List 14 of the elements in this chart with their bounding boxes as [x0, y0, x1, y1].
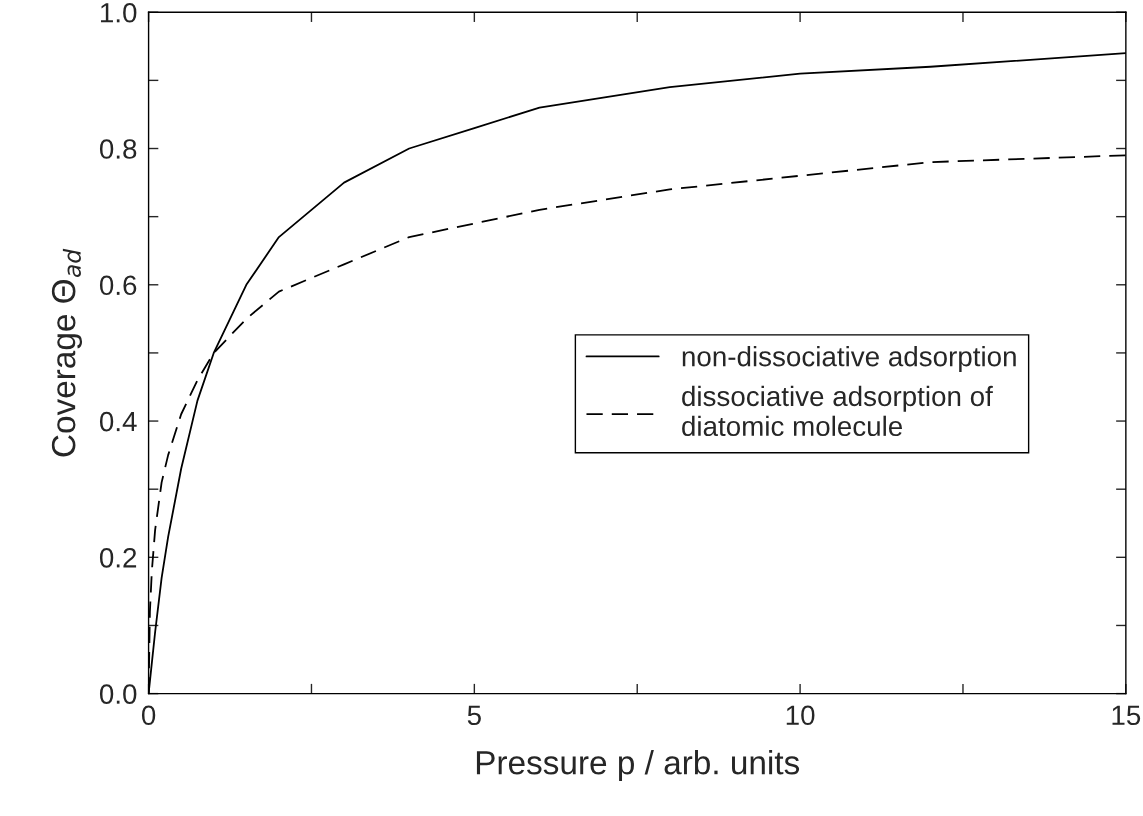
y-tick-label: 0.6	[99, 275, 137, 296]
legend-label: dissociative adsorption of diatomic molecule	[682, 385, 993, 437]
x-tick-label: 0	[141, 705, 156, 726]
x-tick-label: 15	[1112, 705, 1141, 726]
y-tick-label: 0.8	[99, 139, 137, 159]
x-tick-label: 5	[467, 705, 481, 726]
y-tick-label: 0.2	[99, 548, 137, 568]
y-tick-label: 0.0	[99, 684, 137, 704]
x-axis-title: Pressure p / arb. units	[476, 750, 800, 782]
x-tick-label: 10	[786, 705, 815, 726]
legend-label: non-dissociative adsorption	[682, 346, 1016, 372]
y-tick-label: 1.0	[100, 2, 137, 23]
y-tick-label: 0.4	[99, 411, 137, 432]
y-axis-title: Coverage Θ$_{ad}$	[51, 248, 83, 457]
